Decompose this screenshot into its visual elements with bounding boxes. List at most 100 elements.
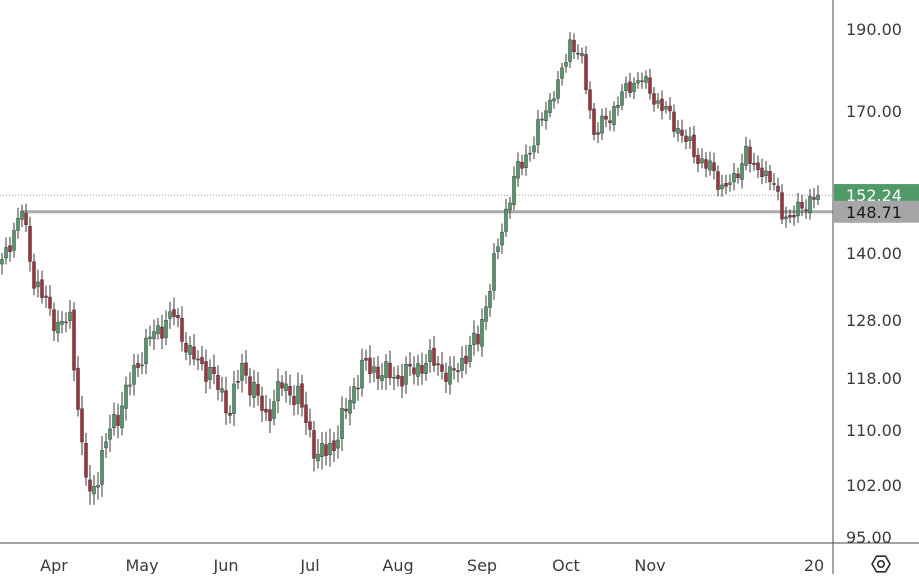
candle xyxy=(704,152,708,178)
candle xyxy=(84,432,88,486)
candle xyxy=(52,302,56,342)
candle xyxy=(808,189,812,220)
y-tick-label: 190.00 xyxy=(846,20,902,39)
x-axis-labels: Apr May Jun Jul Aug Sep Oct Nov 20 xyxy=(40,556,824,575)
candle xyxy=(20,204,24,228)
candle xyxy=(536,110,540,154)
candle xyxy=(680,119,684,143)
candle xyxy=(596,122,600,144)
candle xyxy=(64,312,68,333)
candle xyxy=(560,62,564,86)
candle-body-down xyxy=(116,414,120,426)
candle-body-up xyxy=(744,145,748,166)
candle xyxy=(816,185,820,205)
candle-body-up xyxy=(352,386,356,404)
candle xyxy=(564,53,568,73)
candle-body-down xyxy=(680,129,684,136)
candle-body-up xyxy=(68,311,72,322)
candle-body-down xyxy=(288,385,292,396)
candle xyxy=(100,435,104,497)
candle-body-down xyxy=(400,376,404,387)
candle xyxy=(304,391,308,435)
x-tick-label: May xyxy=(125,556,158,574)
candle xyxy=(776,177,780,201)
candle xyxy=(768,164,772,191)
candle-body-down xyxy=(312,430,316,459)
candle-body-up xyxy=(328,442,332,456)
candle xyxy=(500,223,504,254)
candle xyxy=(200,345,204,371)
candle-body-up xyxy=(460,358,464,371)
candle-body-up xyxy=(92,485,96,495)
candle-body-down xyxy=(464,355,468,364)
candle xyxy=(292,385,296,416)
candle xyxy=(48,285,52,316)
candle xyxy=(632,77,636,100)
candle xyxy=(184,332,188,361)
candle-body-down xyxy=(604,115,608,120)
candle xyxy=(580,47,584,64)
horizontal-level-layer xyxy=(0,194,833,214)
candle-body-down xyxy=(436,363,440,366)
candle xyxy=(96,472,100,500)
candle-body-down xyxy=(652,93,656,105)
candle xyxy=(336,425,340,459)
level-price-badge: 148.71 xyxy=(834,200,919,223)
candle-body-up xyxy=(428,350,432,362)
candle xyxy=(480,308,484,357)
candle-body-up xyxy=(488,291,492,308)
candle xyxy=(444,362,448,394)
candle-body-up xyxy=(816,194,820,200)
candle xyxy=(204,349,208,394)
candle xyxy=(736,167,740,184)
candle xyxy=(764,161,768,184)
candle xyxy=(412,356,416,385)
candle xyxy=(352,377,356,410)
candle-body-up xyxy=(640,80,644,82)
candle xyxy=(756,155,760,179)
candle xyxy=(492,243,496,300)
candle-body-up xyxy=(124,384,128,409)
candle-body-up xyxy=(496,246,500,252)
candle xyxy=(40,270,44,304)
candle-body-up xyxy=(504,208,508,232)
x-tick-label: 20 xyxy=(804,556,824,574)
candle-body-up xyxy=(384,361,388,378)
candle xyxy=(316,439,320,469)
candle xyxy=(372,357,376,383)
candle-body-down xyxy=(440,364,444,372)
candle xyxy=(484,295,488,331)
candle-body-down xyxy=(40,279,44,299)
candle-body-up xyxy=(232,383,236,414)
candle-body-down xyxy=(772,183,776,185)
candle xyxy=(436,356,440,376)
candle-body-down xyxy=(376,366,380,379)
candle xyxy=(140,352,144,375)
candle-body-up xyxy=(536,119,540,146)
candle-body-up xyxy=(676,128,680,134)
y-tick-label: 102.00 xyxy=(846,476,902,495)
level-price-badge-bg xyxy=(834,200,919,223)
candle-body-up xyxy=(636,80,640,84)
candle-body-up xyxy=(560,67,564,79)
candle-body-up xyxy=(544,110,548,121)
candle-body-down xyxy=(196,358,200,361)
candle-body-up xyxy=(96,485,100,488)
candle-body-up xyxy=(644,76,648,83)
candle-body-down xyxy=(8,245,12,252)
candle xyxy=(192,334,196,366)
candle xyxy=(728,174,732,192)
candle-body-up xyxy=(808,195,812,214)
candle xyxy=(248,368,252,407)
candle-body-up xyxy=(144,337,148,364)
candle-body-down xyxy=(184,342,188,353)
candle xyxy=(344,397,348,420)
candle-body-up xyxy=(764,170,768,176)
settings-button[interactable] xyxy=(871,555,891,573)
gear-icon[interactable] xyxy=(871,555,891,573)
candle-body-down xyxy=(696,154,700,164)
candle-body-up xyxy=(316,453,320,462)
